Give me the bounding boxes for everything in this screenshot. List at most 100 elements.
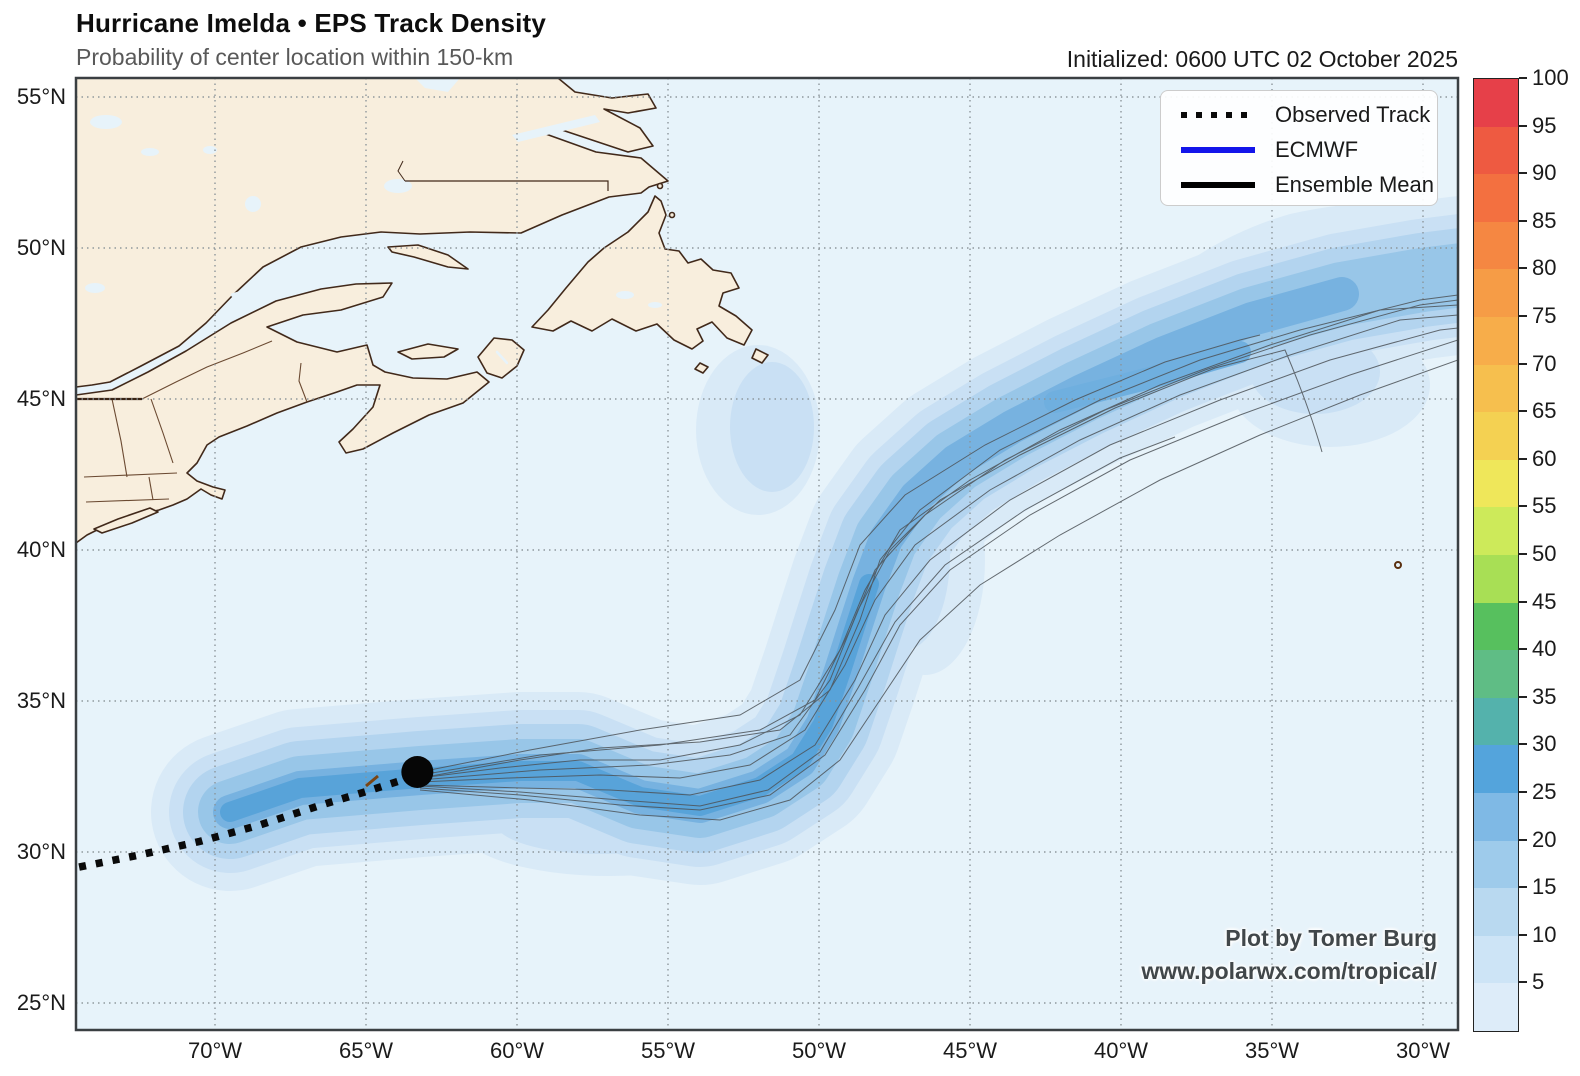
land-long-island [93, 507, 159, 534]
colorbar [1473, 78, 1519, 1032]
lat-tick-label: 30°N [16, 839, 66, 864]
colorbar-cell [1474, 174, 1518, 222]
lon-tick-label: 40°W [1093, 1038, 1149, 1063]
colorbar-tick-label: 85 [1532, 207, 1557, 233]
page-title: Hurricane Imelda • EPS Track Density [76, 8, 547, 38]
colorbar-cell [1474, 745, 1518, 793]
lon-tick-label: 30°W [1395, 1038, 1451, 1063]
colorbar-cell [1474, 602, 1518, 651]
colorbar-tickmark [1519, 124, 1527, 127]
lat-tick-label: 45°N [16, 386, 66, 411]
colorbar-tickmark [1519, 219, 1527, 222]
colorbar-cell [1474, 126, 1518, 175]
colorbar-cell [1474, 364, 1518, 413]
colorbar-cell [1474, 792, 1518, 841]
land-new-england-maritimes [76, 282, 490, 544]
colorbar-tickmark [1519, 791, 1527, 793]
colorbar-tick-label: 60 [1532, 445, 1557, 471]
init-time-label: Initialized: 0600 UTC 02 October 2025 [1066, 46, 1458, 72]
colorbar-cell [1474, 935, 1518, 984]
colorbar-tickmark [1519, 838, 1527, 841]
lon-tick-label: 70°W [187, 1038, 243, 1063]
land-anticosti [387, 244, 469, 270]
colorbar-tick-label: 40 [1532, 636, 1557, 662]
lon-tick-label: 50°W [791, 1038, 847, 1063]
ensemble-mean-legend-icon [1181, 182, 1255, 188]
colorbar-cell [1474, 983, 1518, 1031]
credit-url: www.polarwx.com/tropical/ [1141, 958, 1437, 984]
colorbar-tickmark [1519, 505, 1527, 508]
colorbar-tick-label: 20 [1532, 826, 1557, 852]
credit-author: Plot by Tomer Burg [1225, 925, 1437, 951]
observed-track [78, 768, 419, 871]
colorbar-tick-label: 50 [1532, 541, 1557, 566]
legend-label-ecmwf: ECMWF [1275, 137, 1359, 162]
colorbar-tick-label: 45 [1532, 588, 1557, 614]
colorbar-cell [1474, 697, 1518, 746]
colorbar-tickmark [1519, 981, 1527, 984]
colorbar-tickmark [1519, 648, 1527, 651]
colorbar-tickmark [1519, 695, 1527, 698]
colorbar-cell [1474, 79, 1518, 127]
landmass [76, 78, 769, 544]
colorbar-cell [1474, 412, 1518, 460]
page-subtitle: Probability of center location within 15… [76, 44, 514, 70]
land-newfoundland [531, 195, 753, 350]
colorbar-cell [1474, 840, 1518, 889]
density-plume [151, 196, 1458, 891]
colorbar-cell [1474, 221, 1518, 270]
colorbar-tick-label: 10 [1532, 921, 1557, 947]
colorbar-cell [1474, 269, 1518, 317]
lon-tick-label: 45°W [942, 1038, 998, 1063]
colorbar-tickmark [1519, 933, 1527, 936]
lat-tick-label: 35°N [16, 688, 66, 713]
colorbar-tickmark [1519, 267, 1527, 270]
colorbar-tickmark [1519, 362, 1527, 365]
colorbar-tick-label: 90 [1532, 160, 1557, 186]
lat-tick-label: 50°N [16, 235, 66, 260]
ensemble-member-tracks [419, 294, 1458, 821]
colorbar-tick-label: 55 [1532, 493, 1557, 519]
inland-water [85, 78, 662, 308]
colorbar-tickmark [1519, 172, 1527, 175]
colorbar-tickmark [1519, 553, 1527, 555]
colorbar-cell [1474, 316, 1518, 365]
colorbar-tickmark [1519, 315, 1527, 317]
ecmwf-legend-icon [1181, 147, 1255, 153]
fjords [231, 281, 509, 365]
lon-tick-label: 65°W [338, 1038, 394, 1063]
colorbar-tick-label: 75 [1532, 303, 1557, 328]
observed-track-legend-icon [1181, 112, 1255, 118]
colorbar-tick-label: 35 [1532, 683, 1557, 709]
colorbar-tickmark [1519, 743, 1527, 746]
colorbar-tick-label: 15 [1532, 874, 1557, 900]
legend-label-observed-track: Observed Track [1275, 102, 1431, 127]
lat-tick-label: 25°N [16, 990, 66, 1015]
colorbar-cell [1474, 554, 1518, 603]
colorbar-tickmark [1519, 410, 1527, 413]
colorbar-tickmark [1519, 600, 1527, 603]
colorbar-tick-label: 100 [1532, 65, 1569, 90]
land-small-islands [694, 348, 769, 374]
land-quebec-labrador [76, 78, 669, 388]
stray-position-marker [1394, 561, 1402, 569]
legend-box: Observed Track ECMWF Ensemble Mean [1160, 90, 1438, 206]
lon-tick-label: 35°W [1244, 1038, 1300, 1063]
colorbar-cell [1474, 888, 1518, 936]
lat-tick-label: 55°N [16, 84, 66, 109]
current-position-dot [401, 755, 434, 788]
colorbar-cell [1474, 459, 1518, 508]
colorbar-tickmark [1519, 457, 1527, 460]
colorbar-tick-label: 30 [1532, 731, 1557, 757]
colorbar-tick-label: 5 [1532, 969, 1545, 995]
intensity-tick [365, 774, 379, 788]
colorbar-tickmark [1519, 886, 1527, 889]
colorbar-tickmark [1519, 77, 1527, 79]
map-border [74, 76, 1460, 1032]
colorbar-cell [1474, 650, 1518, 698]
colorbar-tick-label: 80 [1532, 255, 1557, 281]
lon-tick-label: 55°W [640, 1038, 696, 1063]
lat-tick-label: 40°N [16, 537, 66, 562]
